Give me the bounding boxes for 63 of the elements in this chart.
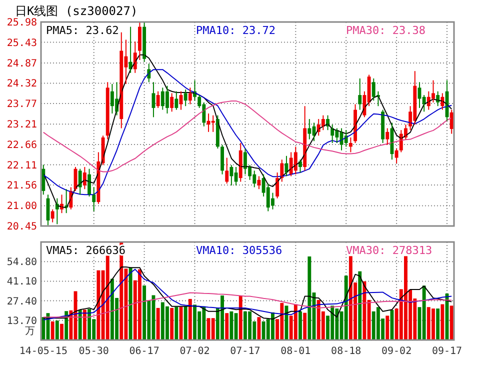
- y-tick-label: 13.70: [6, 316, 37, 327]
- y-tick-label: 24.87: [6, 58, 37, 70]
- x-tick-label: 08-18: [331, 346, 362, 357]
- bar: [174, 306, 178, 340]
- line-series: [42, 100, 452, 172]
- y-tick-label: 22.66: [6, 140, 37, 151]
- x-tick-label: 07-02: [180, 346, 210, 357]
- text: PMA30: 23.38: [346, 24, 426, 37]
- x-tick-label: 09-17: [432, 346, 462, 357]
- line-series: [42, 292, 452, 318]
- x-tick-label: 14-05-15: [19, 346, 68, 357]
- bar: [390, 310, 394, 340]
- text: VMA30: 278313: [346, 244, 432, 257]
- bar: [55, 320, 59, 340]
- bar: [436, 308, 440, 340]
- y-tick-label: 25.98: [6, 18, 37, 28]
- y-tick-label: 54.80: [6, 257, 37, 268]
- bar: [308, 256, 312, 340]
- bar: [440, 304, 444, 340]
- bar: [78, 310, 82, 340]
- x-tick-label: 05-30: [78, 346, 109, 357]
- x-tick-label: 08-01: [280, 346, 311, 357]
- bar: [422, 286, 426, 340]
- x-tick-label: 09-02: [382, 346, 412, 357]
- y-tick-label: 21.56: [6, 180, 37, 192]
- chart-title: 日K线图 (sz300027): [15, 4, 138, 18]
- bar: [225, 313, 229, 340]
- y-tick-label: 24.32: [6, 78, 37, 90]
- bar: [386, 316, 390, 340]
- y-tick-label: 23.77: [6, 99, 37, 110]
- y-tick-label: 21.00: [6, 201, 37, 212]
- bar: [170, 308, 174, 340]
- bar: [142, 285, 146, 340]
- line-series: [42, 54, 452, 208]
- bar: [303, 312, 307, 340]
- bar: [128, 268, 132, 340]
- text: PMA10: 23.72: [196, 24, 276, 37]
- bar: [257, 317, 261, 340]
- bar: [238, 296, 242, 340]
- y-tick-label: 20.45: [6, 222, 37, 232]
- bar: [344, 276, 348, 340]
- bar: [50, 321, 54, 340]
- y-tick-label: 23.21: [6, 120, 37, 131]
- text: VMA10: 305536: [196, 244, 282, 257]
- bar: [60, 324, 64, 340]
- bar: [188, 298, 192, 340]
- y-tick-label: 22.11: [6, 160, 37, 172]
- bar: [450, 306, 454, 340]
- y-tick-label: 27.40: [6, 296, 37, 308]
- bar: [82, 310, 86, 340]
- bar: [211, 318, 215, 340]
- x-tick-label: 07-17: [230, 346, 260, 357]
- bar: [106, 256, 110, 340]
- y-tick-label: 25.43: [6, 38, 37, 49]
- x-tick-label: 06-17: [129, 346, 160, 357]
- bar: [156, 308, 160, 340]
- text: PMA5: 23.62: [46, 24, 119, 37]
- y-tick-label: 41.10: [6, 276, 37, 288]
- bar: [298, 311, 302, 340]
- bar: [358, 271, 362, 340]
- bar: [294, 304, 298, 340]
- bar: [184, 306, 188, 340]
- y-axis-title: 万: [25, 326, 35, 337]
